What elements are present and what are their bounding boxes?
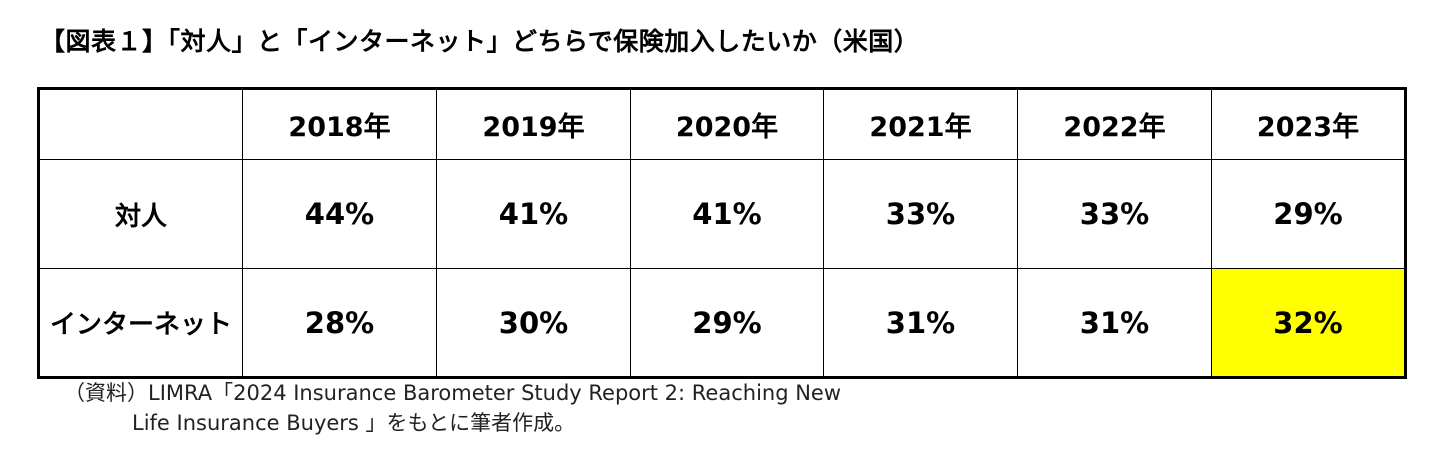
page-title: 【図表１】「対人」と「インターネット」どちらで保険加入したいか（米国） [40, 27, 920, 56]
table-row: インターネット 28% 30% 29% 31% 31% 32% [38, 268, 1406, 378]
column-header: 2023年 [1211, 88, 1406, 160]
table-cell: 33% [1017, 159, 1212, 269]
table-cell: 31% [1017, 268, 1212, 378]
source-note: （資料）LIMRA「2024 Insurance Barometer Study… [64, 378, 841, 438]
table-cell: 29% [630, 268, 824, 378]
table-cell: 29% [1211, 159, 1406, 269]
table-cell: 41% [436, 159, 631, 269]
column-header: 2021年 [823, 88, 1018, 160]
table-header-row: 2018年 2019年 2020年 2021年 2022年 2023年 [38, 88, 1406, 160]
data-table: 2018年 2019年 2020年 2021年 2022年 2023年 対人 4… [37, 87, 1407, 379]
table-corner-cell [38, 88, 243, 160]
column-header: 2018年 [242, 88, 437, 160]
column-header: 2022年 [1017, 88, 1212, 160]
row-label: 対人 [38, 159, 243, 269]
column-header: 2019年 [436, 88, 631, 160]
column-header: 2020年 [630, 88, 824, 160]
row-label: インターネット [38, 268, 243, 378]
table-row: 対人 44% 41% 41% 33% 33% 29% [38, 159, 1406, 269]
table-cell: 41% [630, 159, 824, 269]
table-cell: 33% [823, 159, 1018, 269]
table-cell: 30% [436, 268, 631, 378]
table-cell: 31% [823, 268, 1018, 378]
highlighted-table-cell: 32% [1211, 268, 1406, 378]
source-line-1: （資料）LIMRA「2024 Insurance Barometer Study… [64, 381, 842, 405]
table-cell: 28% [242, 268, 437, 378]
table-cell: 44% [242, 159, 437, 269]
source-line-2: Life Insurance Buyers 」をもとに筆者作成。 [132, 411, 576, 435]
